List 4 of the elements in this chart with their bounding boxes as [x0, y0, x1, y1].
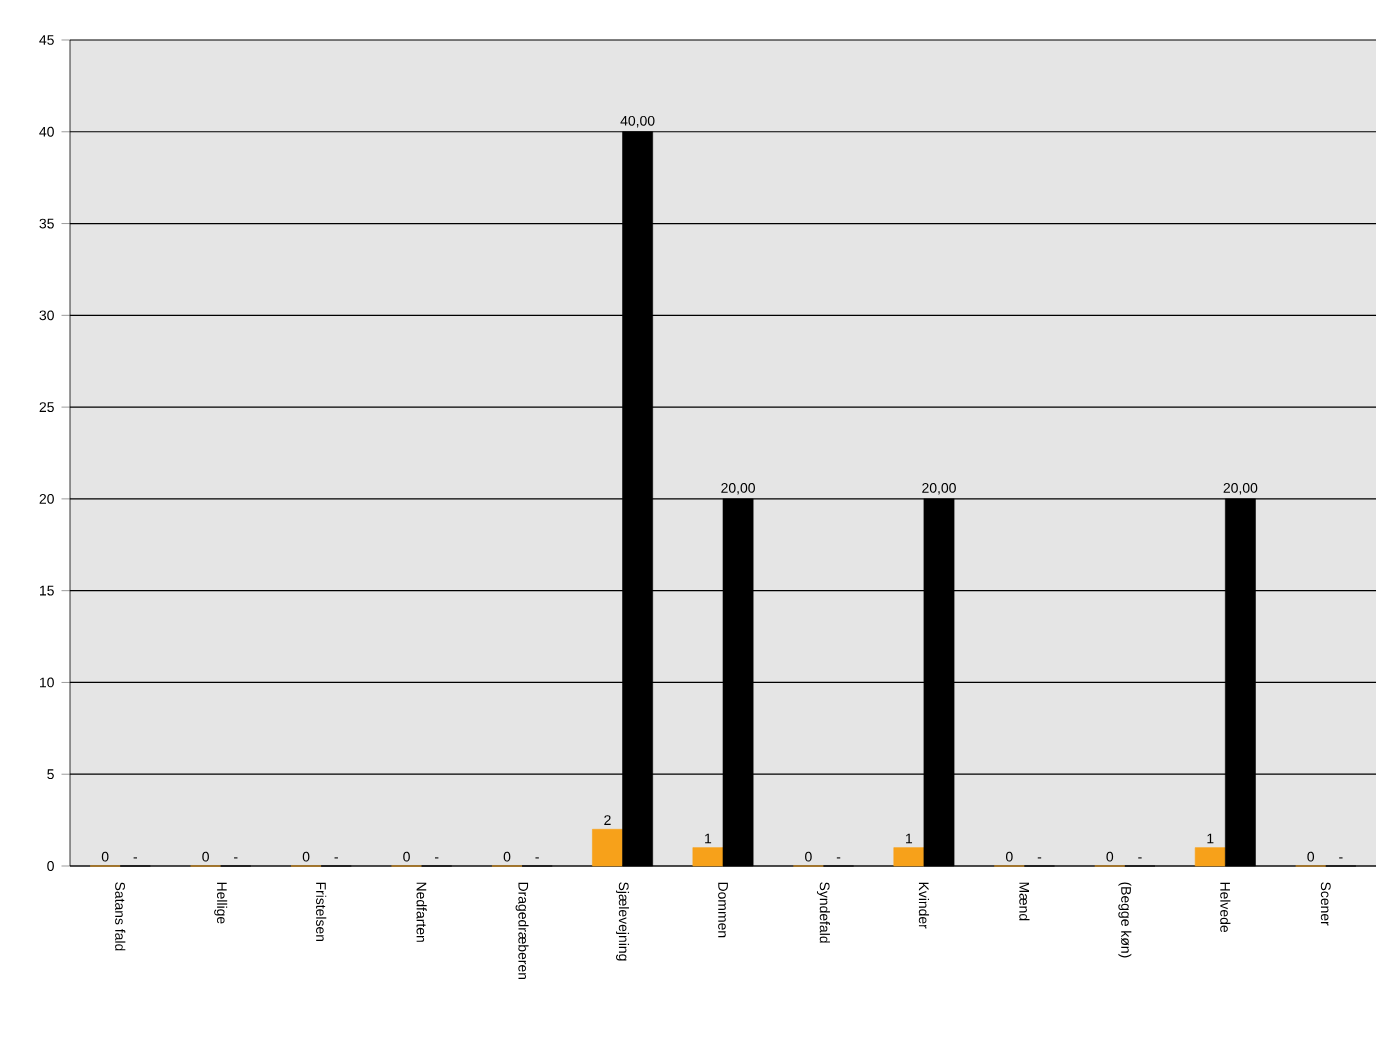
bar	[692, 847, 724, 867]
bar	[1194, 847, 1226, 867]
bar	[592, 828, 623, 867]
bar	[893, 847, 925, 867]
